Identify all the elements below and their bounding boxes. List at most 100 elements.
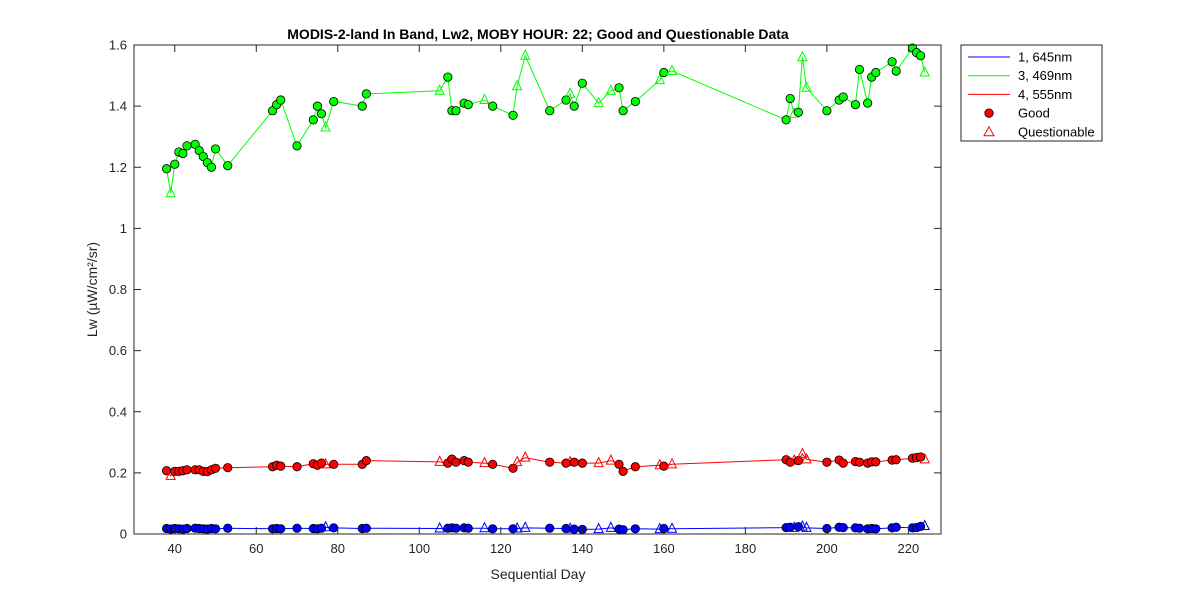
y-tick-label: 0.2 <box>109 465 127 480</box>
x-tick-label: 220 <box>898 541 920 556</box>
good-point <box>838 458 848 468</box>
y-tick-label: 1 <box>120 221 127 236</box>
good-point <box>178 148 188 159</box>
good-point <box>785 93 795 104</box>
good-point <box>292 523 302 533</box>
questionable-point <box>511 521 523 533</box>
questionable-point <box>666 522 678 533</box>
good-point <box>545 457 555 467</box>
legend-label: 3, 469nm <box>1018 68 1072 83</box>
x-tick-label: 60 <box>249 541 263 556</box>
questionable-point <box>434 521 445 533</box>
good-point <box>292 462 302 472</box>
good-point <box>630 524 640 534</box>
good-point <box>871 524 881 534</box>
y-tick-label: 0 <box>120 527 127 542</box>
x-tick-label: 160 <box>653 541 675 556</box>
questionable-point <box>666 64 678 75</box>
questionable-point <box>919 452 931 464</box>
good-point <box>618 525 628 535</box>
good-point <box>357 101 367 111</box>
good-point <box>569 457 579 467</box>
good-point <box>577 78 587 88</box>
good-point <box>545 523 555 533</box>
good-point <box>361 523 371 533</box>
questionable-point <box>801 452 812 464</box>
questionable-point <box>434 455 445 466</box>
good-point <box>463 457 473 467</box>
legend: 1, 645nm 3, 469nm 4, 555nm Good Questionable <box>960 44 1103 142</box>
good-point <box>223 463 233 473</box>
good-point <box>854 457 865 467</box>
good-point <box>854 523 865 533</box>
good-point <box>488 459 498 469</box>
y-tick-label: 1.2 <box>109 160 127 175</box>
good-point <box>210 463 221 473</box>
good-point <box>545 106 555 116</box>
questionable-point <box>320 457 331 469</box>
good-point <box>316 109 327 119</box>
chart-title: MODIS-2-land In Band, Lw2, MOBY HOUR: 22… <box>287 26 789 42</box>
good-point <box>210 144 221 154</box>
good-point <box>361 89 371 99</box>
x-tick-label: 80 <box>331 541 345 556</box>
good-point <box>508 110 518 120</box>
legend-triangle-marker <box>983 125 995 137</box>
x-axis-label: Sequential Day <box>491 566 586 582</box>
good-point <box>569 101 579 111</box>
good-point <box>210 524 221 534</box>
good-point <box>854 64 865 75</box>
good-point <box>891 66 901 76</box>
legend-label: Questionable <box>1018 124 1095 139</box>
good-point <box>659 461 669 471</box>
questionable-point <box>519 450 531 462</box>
good-point <box>162 164 172 174</box>
good-point <box>170 159 180 169</box>
questionable-point <box>519 49 531 60</box>
legend-circle-marker <box>984 108 994 118</box>
questionable-point <box>165 186 176 198</box>
questionable-point <box>320 520 331 532</box>
y-tick-label: 1.6 <box>109 38 127 53</box>
good-point <box>463 99 473 110</box>
questionable-point <box>797 50 808 62</box>
questionable-point <box>605 454 617 465</box>
y-axis-label: Lw (µW/cm²/sr) <box>84 242 100 337</box>
good-point <box>329 523 339 533</box>
good-point <box>891 455 901 465</box>
x-tick-label: 40 <box>168 541 182 556</box>
questionable-point <box>919 519 931 531</box>
legend-items: 1, 645nm 3, 469nm 4, 555nm Good Questionable <box>968 50 1095 139</box>
good-point <box>182 465 192 475</box>
y-tick-label: 0.4 <box>109 404 127 419</box>
legend-label: 4, 555nm <box>1018 87 1072 102</box>
good-point <box>863 98 873 108</box>
good-point <box>223 523 233 533</box>
x-tick-label: 180 <box>735 541 757 556</box>
good-point <box>916 51 926 61</box>
questionable-point <box>479 93 490 105</box>
plot-background <box>134 45 941 534</box>
questionable-point <box>666 457 678 469</box>
questionable-point <box>519 521 531 532</box>
good-point <box>223 161 233 171</box>
good-point <box>785 457 795 467</box>
good-point <box>276 461 286 471</box>
good-point <box>488 524 498 534</box>
good-point <box>630 462 640 472</box>
x-tick-label: 120 <box>490 541 512 556</box>
good-point <box>463 523 473 533</box>
questionable-point <box>479 521 490 533</box>
good-point <box>630 96 640 107</box>
questionable-point <box>605 84 617 95</box>
good-point <box>182 141 192 151</box>
x-tick-label: 200 <box>816 541 838 556</box>
good-point <box>451 523 461 533</box>
good-point <box>329 96 339 107</box>
legend-label: 1, 645nm <box>1018 50 1072 65</box>
good-point <box>838 92 848 102</box>
questionable-point <box>593 522 604 534</box>
questionable-point <box>801 521 812 532</box>
questionable-point <box>654 73 666 85</box>
